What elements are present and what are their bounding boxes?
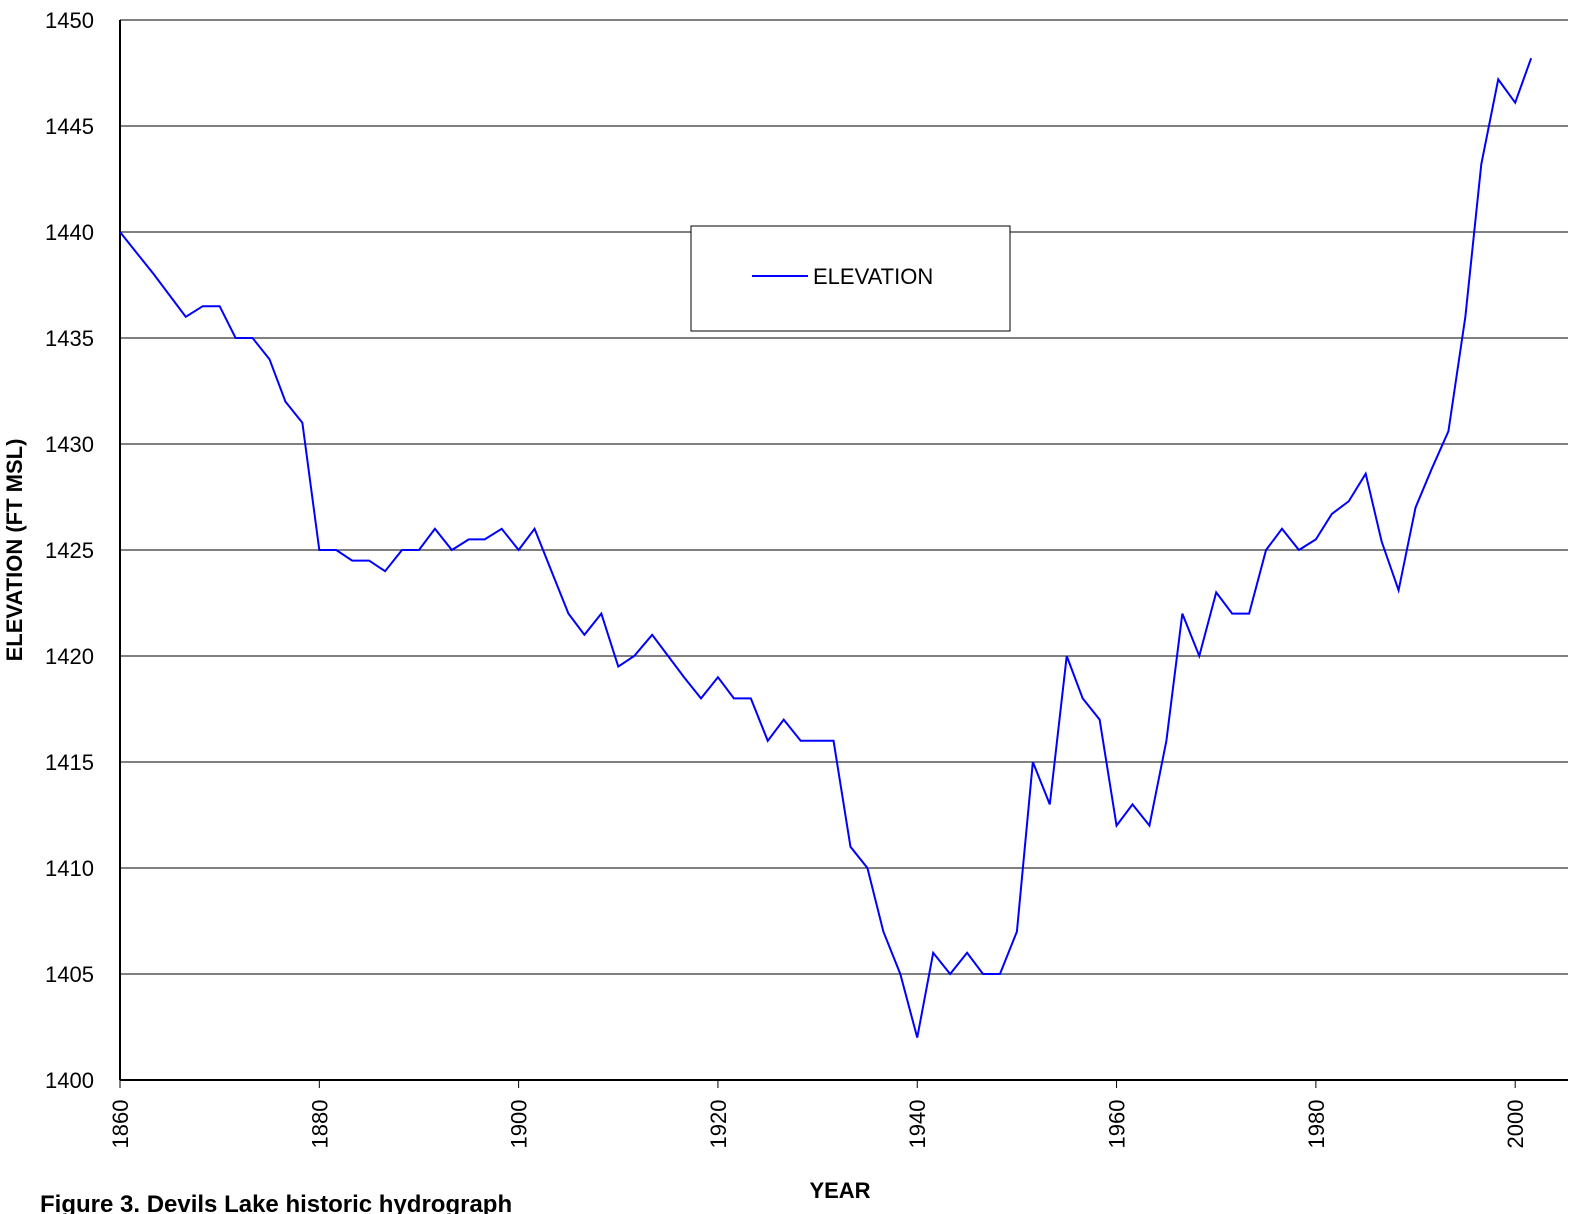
data-line (119, 57, 1533, 1038)
y-tick-label: 1440 (45, 220, 94, 245)
y-tick-label: 1430 (45, 432, 94, 457)
caption: Figure 3. Devils Lake historic hydrograp… (40, 1191, 512, 1214)
x-tick-label: 2000 (1503, 1100, 1528, 1149)
x-tick-label: 1880 (307, 1100, 332, 1149)
y-tick-label: 1420 (45, 644, 94, 669)
y-tick-label: 1410 (45, 856, 94, 881)
x-tick-label: 1980 (1304, 1100, 1329, 1149)
y-tick-label: 1435 (45, 326, 94, 351)
x-tick-label: 1920 (706, 1100, 731, 1149)
x-tick-label: 1960 (1105, 1100, 1130, 1149)
x-tick-label: 1860 (108, 1100, 133, 1149)
y-tick-label: 1400 (45, 1068, 94, 1093)
x-axis-label: YEAR (809, 1178, 870, 1203)
x-tick-label: 1900 (507, 1100, 532, 1149)
y-tick-label: 1405 (45, 962, 94, 987)
y-tick-label: 1450 (45, 8, 94, 33)
x-tick-label: 1940 (905, 1100, 930, 1149)
legend-box (690, 225, 1011, 332)
y-tick-label: 1415 (45, 750, 94, 775)
y-axis-label: ELEVATION (FT MSL) (2, 439, 27, 662)
legend-label: ELEVATION (813, 264, 933, 289)
y-tick-label: 1445 (45, 114, 94, 139)
y-tick-label: 1425 (45, 538, 94, 563)
